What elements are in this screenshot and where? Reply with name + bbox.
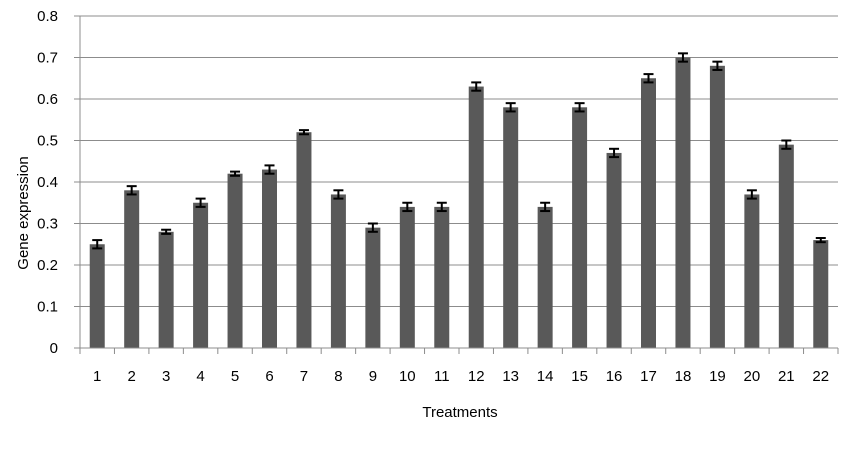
- y-tick-label: 0.3: [37, 216, 58, 233]
- bar: [262, 169, 277, 348]
- x-tick-labels: 1 2 3 4 5 6 7 8 9 10 11 12 13 14 15 16 17 18 19 20 21 22: [93, 368, 829, 385]
- x-tick-label: 15: [571, 368, 588, 385]
- bars: [89, 57, 829, 349]
- bar: [641, 78, 656, 348]
- bar: [193, 202, 209, 348]
- x-tick-label: 19: [709, 368, 726, 385]
- x-tick-label: 9: [369, 368, 377, 385]
- y-tick-label: 0.1: [37, 299, 58, 316]
- y-tick-label: 0.5: [37, 133, 58, 150]
- y-tick-labels: 0 0.1 0.2 0.3 0.4 0.5 0.6 0.7 0.8: [37, 8, 58, 357]
- bar: [434, 206, 450, 348]
- y-tick-label: 0.4: [37, 174, 58, 191]
- x-tick-label: 11: [434, 368, 450, 385]
- x-tick-label: 21: [778, 368, 795, 385]
- x-tick-label: 20: [744, 368, 761, 385]
- bar: [365, 227, 381, 348]
- bar: [89, 244, 105, 348]
- bar: [296, 132, 312, 348]
- x-tick-label: 3: [162, 368, 170, 385]
- bar: [675, 57, 691, 348]
- x-tick-label: 1: [93, 368, 101, 385]
- bar: [124, 190, 140, 348]
- x-tick-label: 22: [812, 368, 829, 385]
- x-tick-label: 10: [399, 368, 416, 385]
- y-tick-label: 0.7: [37, 50, 58, 67]
- y-axis-title: Gene expression: [15, 156, 32, 269]
- x-tick-label: 18: [675, 368, 692, 385]
- axes: [74, 15, 839, 354]
- bar: [813, 240, 829, 348]
- x-tick-label: 7: [300, 368, 308, 385]
- bar: [537, 206, 553, 348]
- x-tick-label: 12: [468, 368, 485, 385]
- x-tick-label: 5: [231, 368, 239, 385]
- x-tick-label: 2: [128, 368, 136, 385]
- error-bars: [92, 52, 826, 250]
- x-tick-label: 13: [502, 368, 519, 385]
- bar: [468, 86, 484, 349]
- x-tick-label: 14: [537, 368, 554, 385]
- bar: [606, 152, 622, 348]
- bar: [778, 144, 794, 348]
- x-tick-label: 17: [640, 368, 657, 385]
- bar: [503, 107, 519, 348]
- bar: [709, 65, 725, 349]
- y-tick-label: 0.8: [37, 8, 58, 25]
- bar: [158, 231, 174, 348]
- x-tick-label: 4: [196, 368, 204, 385]
- x-tick-label: 16: [606, 368, 623, 385]
- x-tick-label: 6: [265, 368, 273, 385]
- y-tick-label: 0.2: [37, 257, 58, 274]
- x-tick-label: 8: [334, 368, 342, 385]
- bar: [227, 173, 243, 348]
- y-tick-label: 0: [50, 340, 58, 357]
- bar: [744, 194, 760, 348]
- bar: [330, 194, 346, 348]
- y-tick-label: 0.6: [37, 91, 58, 108]
- bar: [572, 107, 588, 348]
- x-axis-title: Treatments: [422, 404, 497, 421]
- bar: [399, 206, 415, 348]
